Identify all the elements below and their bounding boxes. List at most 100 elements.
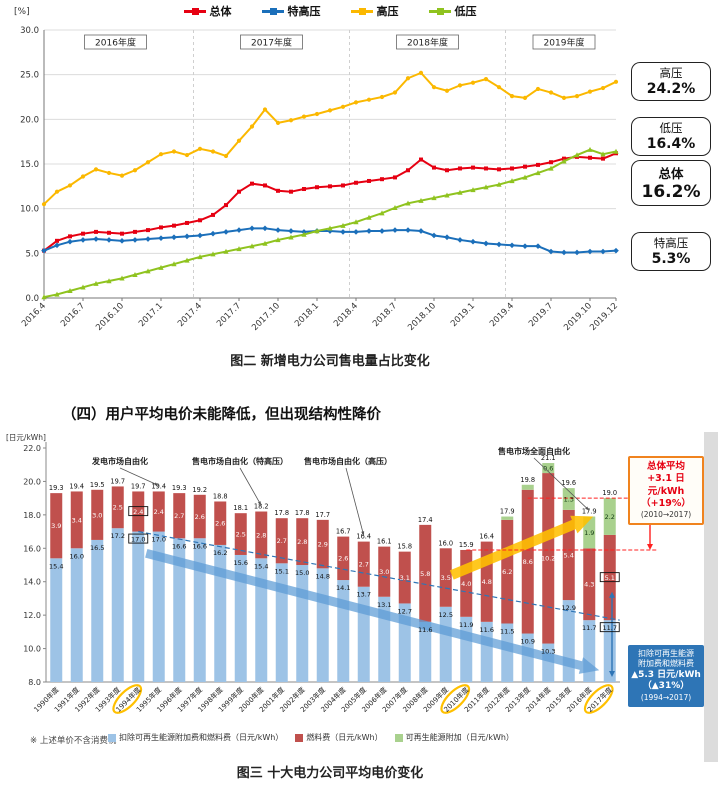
series-marker bbox=[522, 243, 528, 250]
series-marker bbox=[288, 118, 294, 123]
surcharge-value-label: 2.2 bbox=[605, 513, 615, 521]
series-marker bbox=[171, 149, 177, 154]
series-marker bbox=[535, 86, 541, 92]
annotation-arrow-head bbox=[585, 506, 590, 511]
x-tick-label: 2016.4 bbox=[20, 301, 48, 329]
legend-item-fuel: 燃料费（日元/kWh） bbox=[295, 732, 383, 743]
callout-line: (2010→2017) bbox=[640, 510, 692, 520]
annotation-arrow-line bbox=[119, 467, 159, 486]
series-marker bbox=[249, 225, 255, 232]
base-value-label: 15.4 bbox=[49, 562, 63, 570]
legend-item-lv: 低压 bbox=[428, 3, 477, 19]
series-marker bbox=[353, 100, 359, 105]
series-marker bbox=[236, 138, 242, 143]
series-marker bbox=[379, 210, 385, 216]
series-marker bbox=[600, 248, 606, 255]
series-marker bbox=[405, 200, 411, 206]
series-marker bbox=[613, 247, 619, 254]
bar-segment-base bbox=[193, 538, 206, 682]
series-marker bbox=[431, 85, 437, 90]
series-marker bbox=[94, 229, 98, 234]
series-marker bbox=[302, 187, 306, 192]
series-marker bbox=[600, 85, 606, 91]
bar-segment-fuel bbox=[439, 548, 452, 607]
surcharge-value-label: 1.3 bbox=[564, 495, 574, 503]
bar-segment-base bbox=[337, 580, 350, 682]
fig2-caption: 图二 新增电力公司售电量占比变化 bbox=[230, 354, 430, 369]
series-marker bbox=[223, 153, 229, 159]
series-marker bbox=[483, 240, 489, 247]
series-marker bbox=[236, 246, 242, 252]
series-marker bbox=[379, 94, 385, 100]
legend-label-hv: 高压 bbox=[376, 5, 399, 18]
total-value-label: 19.5 bbox=[90, 481, 105, 489]
legend-item-uhv: 特高压 bbox=[261, 3, 321, 19]
x-tick-label: 2017.10 bbox=[250, 301, 282, 333]
callout-line: （▲31%） bbox=[642, 681, 690, 692]
year-band-label: 2018年度 bbox=[407, 37, 448, 49]
series-marker bbox=[158, 235, 164, 241]
series-marker bbox=[119, 237, 125, 244]
series-marker bbox=[405, 227, 411, 233]
bar-segment-base bbox=[501, 623, 514, 682]
legend-label-fuel: 燃料费（日元/kWh） bbox=[306, 733, 383, 742]
legend-item-surcharge: 可再生能源附加（日元/kWh） bbox=[394, 732, 514, 743]
annotation-arrow-head bbox=[257, 501, 262, 506]
bar-segment-fuel bbox=[378, 546, 391, 597]
end-label-value: 16.2% bbox=[641, 182, 701, 202]
fig2-legend: 总体 特高压 高压 低压 bbox=[0, 3, 660, 19]
year-band-label: 2016年度 bbox=[95, 37, 136, 49]
y-tick-label: 12.0 bbox=[23, 611, 41, 620]
series-marker bbox=[172, 223, 176, 228]
bar-segment-surcharge bbox=[583, 516, 596, 549]
series-marker bbox=[392, 204, 398, 210]
bar-segment-base bbox=[357, 586, 370, 682]
series-marker bbox=[67, 238, 73, 245]
y-axis-label: [日元/kWh] bbox=[6, 433, 46, 442]
legend-swatch-fuel bbox=[295, 733, 304, 742]
series-marker bbox=[509, 178, 515, 184]
x-tick-label: 2019.4 bbox=[488, 301, 516, 329]
series-marker bbox=[600, 151, 606, 157]
series-marker bbox=[574, 94, 580, 99]
series-marker bbox=[366, 228, 372, 234]
x-tick-label: 2019.7 bbox=[527, 301, 555, 329]
series-marker bbox=[67, 288, 73, 294]
series-marker bbox=[93, 236, 99, 242]
total-value-label: 19.3 bbox=[49, 484, 64, 492]
series-marker bbox=[432, 165, 436, 170]
legend-item-hv: 高压 bbox=[350, 3, 399, 19]
series-marker bbox=[301, 114, 307, 119]
bar-segment-base bbox=[234, 554, 247, 682]
series-marker bbox=[198, 218, 202, 223]
series-marker bbox=[523, 164, 527, 169]
series-marker bbox=[210, 251, 216, 257]
series-marker bbox=[483, 77, 489, 82]
base-value-label: 15.4 bbox=[254, 562, 268, 570]
series-marker bbox=[588, 155, 592, 160]
x-tick-label: 2018.10 bbox=[406, 301, 438, 333]
series-marker bbox=[392, 227, 398, 233]
series-marker bbox=[81, 231, 85, 236]
bar-segment-base bbox=[214, 544, 227, 682]
series-marker bbox=[184, 257, 190, 263]
series-marker bbox=[184, 152, 190, 158]
base-value-label: 12.5 bbox=[439, 611, 453, 619]
fuel-value-label: 2.4 bbox=[133, 508, 143, 516]
bar-segment-base bbox=[91, 539, 104, 682]
base-value-label: 11.6 bbox=[480, 626, 494, 634]
annotation-text: 售电市场全面自由化 bbox=[497, 446, 570, 456]
bar-segment-base bbox=[419, 621, 432, 682]
series-marker bbox=[289, 189, 293, 194]
annotation-arrow-line bbox=[239, 467, 262, 506]
series-marker bbox=[327, 108, 333, 113]
series-marker bbox=[275, 227, 281, 233]
total-value-label: 19.4 bbox=[151, 482, 166, 490]
series-marker bbox=[418, 70, 424, 75]
series-marker bbox=[328, 184, 332, 189]
bar-segment-base bbox=[316, 568, 329, 682]
callout-line: 附加费和燃料费 bbox=[638, 659, 694, 669]
series-marker bbox=[275, 120, 281, 126]
total-value-label: 15.8 bbox=[397, 543, 412, 551]
total-value-label: 16.0 bbox=[438, 539, 453, 547]
